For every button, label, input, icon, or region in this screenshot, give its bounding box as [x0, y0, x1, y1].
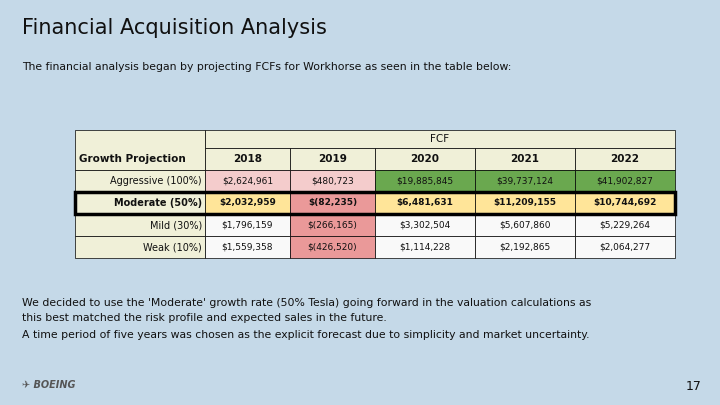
Text: $10,744,692: $10,744,692 [593, 198, 657, 207]
Text: $6,481,631: $6,481,631 [397, 198, 454, 207]
Text: $2,624,961: $2,624,961 [222, 177, 273, 185]
Bar [75, 192, 205, 214]
Bar [75, 214, 205, 236]
Text: ✈ BOEING: ✈ BOEING [22, 380, 76, 390]
Bar [475, 192, 575, 214]
Text: $39,737,124: $39,737,124 [497, 177, 554, 185]
Text: Mild (30%): Mild (30%) [150, 220, 202, 230]
Bar [575, 170, 675, 192]
Text: Moderate (50%): Moderate (50%) [114, 198, 202, 208]
Bar [375, 170, 475, 192]
Text: 2020: 2020 [410, 154, 439, 164]
Bar [575, 192, 675, 214]
Bar [290, 192, 375, 214]
Text: $19,885,845: $19,885,845 [397, 177, 454, 185]
Text: We decided to use the 'Moderate' growth rate (50% Tesla) going forward in the va: We decided to use the 'Moderate' growth … [22, 298, 591, 323]
Bar [205, 130, 675, 148]
Text: $1,559,358: $1,559,358 [222, 243, 274, 252]
Bar [75, 236, 205, 258]
Text: A time period of five years was chosen as the explicit forecast due to simplicit: A time period of five years was chosen a… [22, 330, 590, 340]
Bar [375, 236, 475, 258]
Bar [75, 192, 675, 214]
Text: $5,229,264: $5,229,264 [600, 220, 650, 230]
Bar [575, 148, 675, 170]
Text: $41,902,827: $41,902,827 [597, 177, 654, 185]
Bar [205, 214, 290, 236]
Bar [205, 192, 290, 214]
Text: $2,064,277: $2,064,277 [600, 243, 651, 252]
Text: 2018: 2018 [233, 154, 262, 164]
Text: $5,607,860: $5,607,860 [499, 220, 551, 230]
Text: $2,032,959: $2,032,959 [219, 198, 276, 207]
Bar [290, 214, 375, 236]
Text: $480,723: $480,723 [311, 177, 354, 185]
Text: 2019: 2019 [318, 154, 347, 164]
Text: 2022: 2022 [611, 154, 639, 164]
Text: 2021: 2021 [510, 154, 539, 164]
Text: $11,209,155: $11,209,155 [493, 198, 557, 207]
Bar [290, 148, 375, 170]
Text: $(82,235): $(82,235) [308, 198, 357, 207]
Bar [475, 236, 575, 258]
Text: $(426,520): $(426,520) [307, 243, 357, 252]
Bar [375, 148, 475, 170]
Text: Aggressive (100%): Aggressive (100%) [110, 176, 202, 186]
Text: Financial Acquisition Analysis: Financial Acquisition Analysis [22, 18, 327, 38]
Bar [475, 170, 575, 192]
Bar [290, 170, 375, 192]
Bar [375, 214, 475, 236]
Text: FCF: FCF [431, 134, 449, 144]
Text: $1,114,228: $1,114,228 [400, 243, 451, 252]
Bar [290, 236, 375, 258]
Text: $1,796,159: $1,796,159 [222, 220, 274, 230]
Bar [575, 236, 675, 258]
Text: Weak (10%): Weak (10%) [143, 242, 202, 252]
Bar [75, 130, 205, 170]
Bar [575, 214, 675, 236]
Bar [475, 148, 575, 170]
Bar [205, 170, 290, 192]
Text: 17: 17 [686, 381, 702, 394]
Bar [205, 148, 290, 170]
Text: $2,192,865: $2,192,865 [500, 243, 551, 252]
Bar [75, 170, 205, 192]
Bar [375, 192, 475, 214]
Text: Growth Projection: Growth Projection [79, 154, 186, 164]
Bar [475, 214, 575, 236]
Text: $3,302,504: $3,302,504 [400, 220, 451, 230]
Text: The financial analysis began by projecting FCFs for Workhorse as seen in the tab: The financial analysis began by projecti… [22, 62, 511, 72]
Text: $(266,165): $(266,165) [307, 220, 357, 230]
Bar [205, 236, 290, 258]
